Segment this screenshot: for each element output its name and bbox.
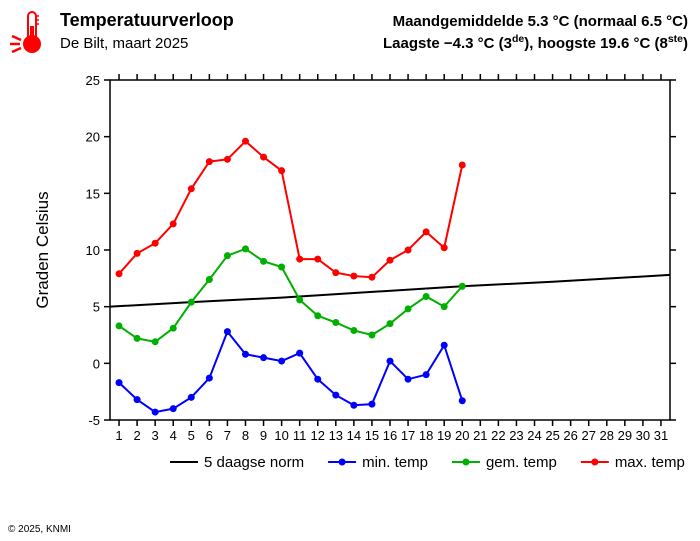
svg-text:17: 17: [401, 428, 415, 443]
svg-text:13: 13: [329, 428, 343, 443]
main-title: Temperatuurverloop: [60, 10, 234, 31]
svg-text:8: 8: [242, 428, 249, 443]
svg-text:18: 18: [419, 428, 433, 443]
svg-text:26: 26: [563, 428, 577, 443]
svg-text:25: 25: [545, 428, 559, 443]
svg-text:31: 31: [654, 428, 668, 443]
svg-text:10: 10: [86, 243, 100, 258]
svg-text:28: 28: [600, 428, 614, 443]
svg-text:16: 16: [383, 428, 397, 443]
svg-text:5: 5: [93, 300, 100, 315]
line-chart: -505101520251234567891011121314151617181…: [70, 72, 680, 472]
svg-text:Graden Celsius: Graden Celsius: [33, 191, 52, 308]
svg-text:gem. temp: gem. temp: [486, 454, 557, 471]
svg-text:20: 20: [86, 130, 100, 145]
svg-text:24: 24: [527, 428, 541, 443]
svg-text:27: 27: [581, 428, 595, 443]
svg-text:3: 3: [152, 428, 159, 443]
svg-text:min. temp: min. temp: [362, 454, 428, 471]
svg-text:25: 25: [86, 73, 100, 88]
svg-text:12: 12: [311, 428, 325, 443]
svg-text:29: 29: [618, 428, 632, 443]
svg-text:7: 7: [224, 428, 231, 443]
copyright: © 2025, KNMI: [8, 524, 71, 535]
svg-text:15: 15: [86, 186, 100, 201]
svg-text:5: 5: [188, 428, 195, 443]
header-stat-1: Maandgemiddelde 5.3 °C (normaal 6.5 °C): [393, 13, 688, 30]
svg-text:0: 0: [93, 356, 100, 371]
header: Temperatuurverloop Maandgemiddelde 5.3 °…: [8, 10, 688, 58]
svg-text:14: 14: [347, 428, 361, 443]
svg-text:1: 1: [115, 428, 122, 443]
svg-text:22: 22: [491, 428, 505, 443]
svg-text:30: 30: [636, 428, 650, 443]
svg-text:21: 21: [473, 428, 487, 443]
svg-text:15: 15: [365, 428, 379, 443]
svg-text:6: 6: [206, 428, 213, 443]
svg-text:23: 23: [509, 428, 523, 443]
svg-text:5 daagse norm: 5 daagse norm: [204, 454, 304, 471]
svg-text:2: 2: [133, 428, 140, 443]
thermometer-icon: [8, 10, 52, 58]
svg-text:19: 19: [437, 428, 451, 443]
header-stat-2: Laagste −4.3 °C (3de), hoogste 19.6 °C (…: [383, 33, 688, 52]
title-block: Temperatuurverloop Maandgemiddelde 5.3 °…: [60, 10, 688, 52]
svg-text:9: 9: [260, 428, 267, 443]
chart-container: Temperatuurverloop Maandgemiddelde 5.3 °…: [0, 0, 700, 541]
svg-text:4: 4: [170, 428, 177, 443]
svg-text:20: 20: [455, 428, 469, 443]
svg-text:max. temp: max. temp: [615, 454, 685, 471]
svg-text:11: 11: [293, 428, 307, 443]
svg-text:10: 10: [274, 428, 288, 443]
svg-text:-5: -5: [88, 413, 100, 428]
sub-title: De Bilt, maart 2025: [60, 35, 188, 52]
